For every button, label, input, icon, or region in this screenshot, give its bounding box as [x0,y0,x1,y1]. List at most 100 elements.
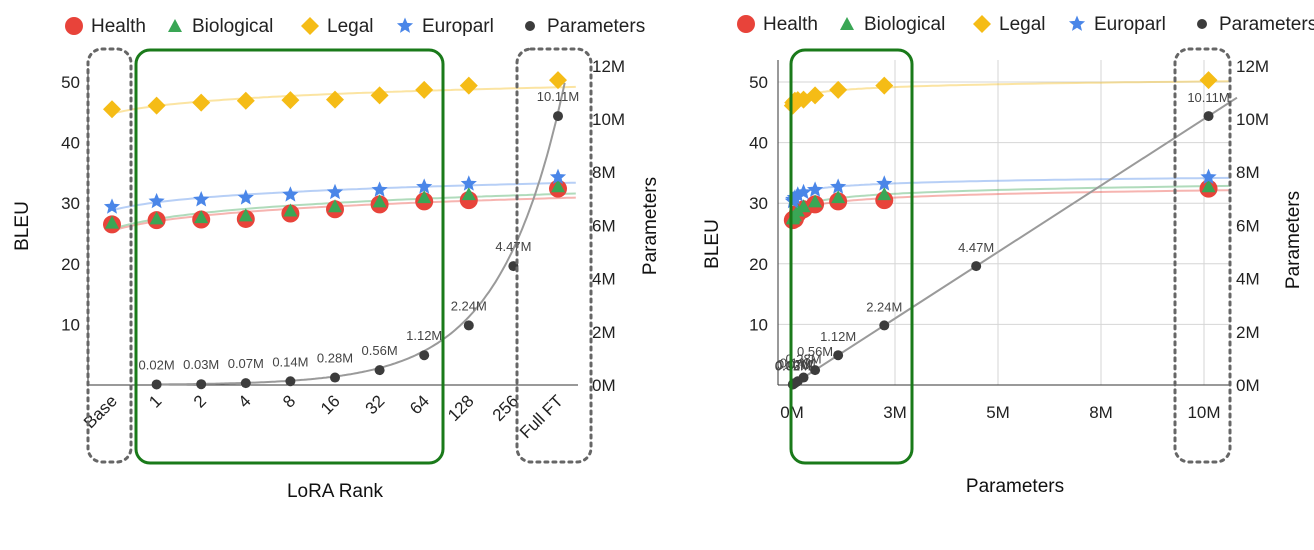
x-tick-label: 4 [234,391,254,411]
point-biological [796,199,811,213]
legend-marker-europarl [396,17,414,33]
point-legal [236,91,255,110]
x-tick-label: Base [80,391,121,432]
parameter-value-label: 2.24M [451,298,487,313]
legend-marker-legal [973,15,991,33]
point-biological [238,208,253,222]
y-right-tick-label: 12M [1236,57,1269,76]
point-europarl [830,178,847,194]
box-full-ft [515,47,593,464]
point-parameters [833,350,844,361]
legend-marker-health [737,15,755,33]
y-tick-label: 40 [61,134,80,153]
x-tick-label: 32 [362,391,389,418]
y-right-tick-label: 10M [1236,110,1269,129]
chart-left: Health Biological Legal Europarl Parameters 1… [12,16,661,502]
parameter-value-label: 0.07M [228,356,264,371]
point-legal [103,100,121,119]
point-biological [808,194,823,208]
point-europarl [789,186,806,202]
point-biological [283,203,298,217]
point-parameters [285,376,296,387]
legend-marker-parameters [525,21,535,31]
point-biological [831,190,846,204]
legend-label-europarl: Europarl [1094,14,1166,35]
parameters-curve [156,82,566,386]
x-tick-label: 16 [317,391,344,418]
point-europarl [103,198,121,214]
point-biological [417,190,432,204]
point-parameters [196,379,207,390]
x-tick-label: 5M [986,403,1010,422]
trend-line-health [111,196,576,232]
point-parameters [151,379,162,390]
point-parameters [1203,111,1214,122]
x-tick-label: Full FT [516,391,567,442]
y-right-tick-label: 2M [592,323,616,342]
parameter-value-label: 1.12M [406,328,442,343]
y-right-tick-label: 0M [1236,376,1260,395]
parameter-value-label: 0.56M [797,344,833,359]
y-right-tick-label: 12M [592,57,625,76]
parameter-value-label: 0.02M [775,358,811,373]
x-tick-label: 10M [1187,403,1220,422]
legend-label-health: Health [763,14,818,35]
y-right-tick-label: 6M [1236,216,1260,235]
trend-line-legal [791,80,1230,108]
point-biological [551,179,565,193]
point-europarl [326,183,344,200]
point-parameters [810,365,821,376]
box-lora-ranks [134,48,445,465]
parameter-value-label: 0.56M [362,343,398,358]
point-biological [194,210,209,224]
y-tick-label: 50 [61,73,80,92]
box-lora-range [789,48,914,465]
point-parameters [798,372,809,383]
chart-right: Health Biological Legal Europarl Parameters 1… [702,14,1314,497]
parameters-line [791,96,1238,386]
x-tick-label: 64 [406,391,433,418]
x-axis-label: LoRA Rank [287,481,384,502]
point-legal [415,80,434,99]
x-tick-label: 128 [444,391,477,424]
box-base [86,47,133,464]
parameter-value-label: 0.03M [775,358,811,373]
y-right-tick-label: 4M [1236,270,1260,289]
parameter-value-label: 0.28M [317,351,353,366]
point-parameters [971,261,982,272]
point-legal [147,96,166,115]
legend-marker-biological [168,19,182,32]
y-axis-label: BLEU [702,219,723,269]
x-tick-label: 8 [279,391,299,411]
point-biological [1201,179,1216,193]
y-tick-label: 20 [749,255,768,274]
point-parameters [374,365,385,376]
point-biological [461,187,476,201]
point-legal [1199,71,1218,90]
trend-line-health [791,189,1230,223]
legend-marker-europarl [1068,15,1086,31]
parameter-value-label: 2.24M [866,299,902,314]
point-legal [549,71,567,90]
legend-label-legal: Legal [327,16,374,37]
point-europarl [549,168,567,185]
box-full-ft [1173,47,1232,464]
parameter-value-label: 4.47M [495,239,531,254]
parameter-value-label: 4.47M [958,240,994,255]
legend-label-parameters: Parameters [1219,14,1314,35]
point-legal [192,93,211,112]
x-axis-label: Parameters [966,476,1064,497]
legend-marker-legal [301,17,319,35]
point-europarl [237,189,254,205]
point-europarl [193,191,210,207]
legend-marker-health [65,17,83,35]
y-tick-label: 10 [749,315,768,334]
point-parameters [419,350,430,361]
legend-label-biological: Biological [864,14,945,35]
parameter-value-label: 10.11M [1187,90,1229,105]
parameter-value-label: 0.14M [272,354,308,369]
x-tick-label: 2 [190,391,210,411]
point-europarl [1200,168,1217,185]
legend-label-europarl: Europarl [422,16,494,37]
